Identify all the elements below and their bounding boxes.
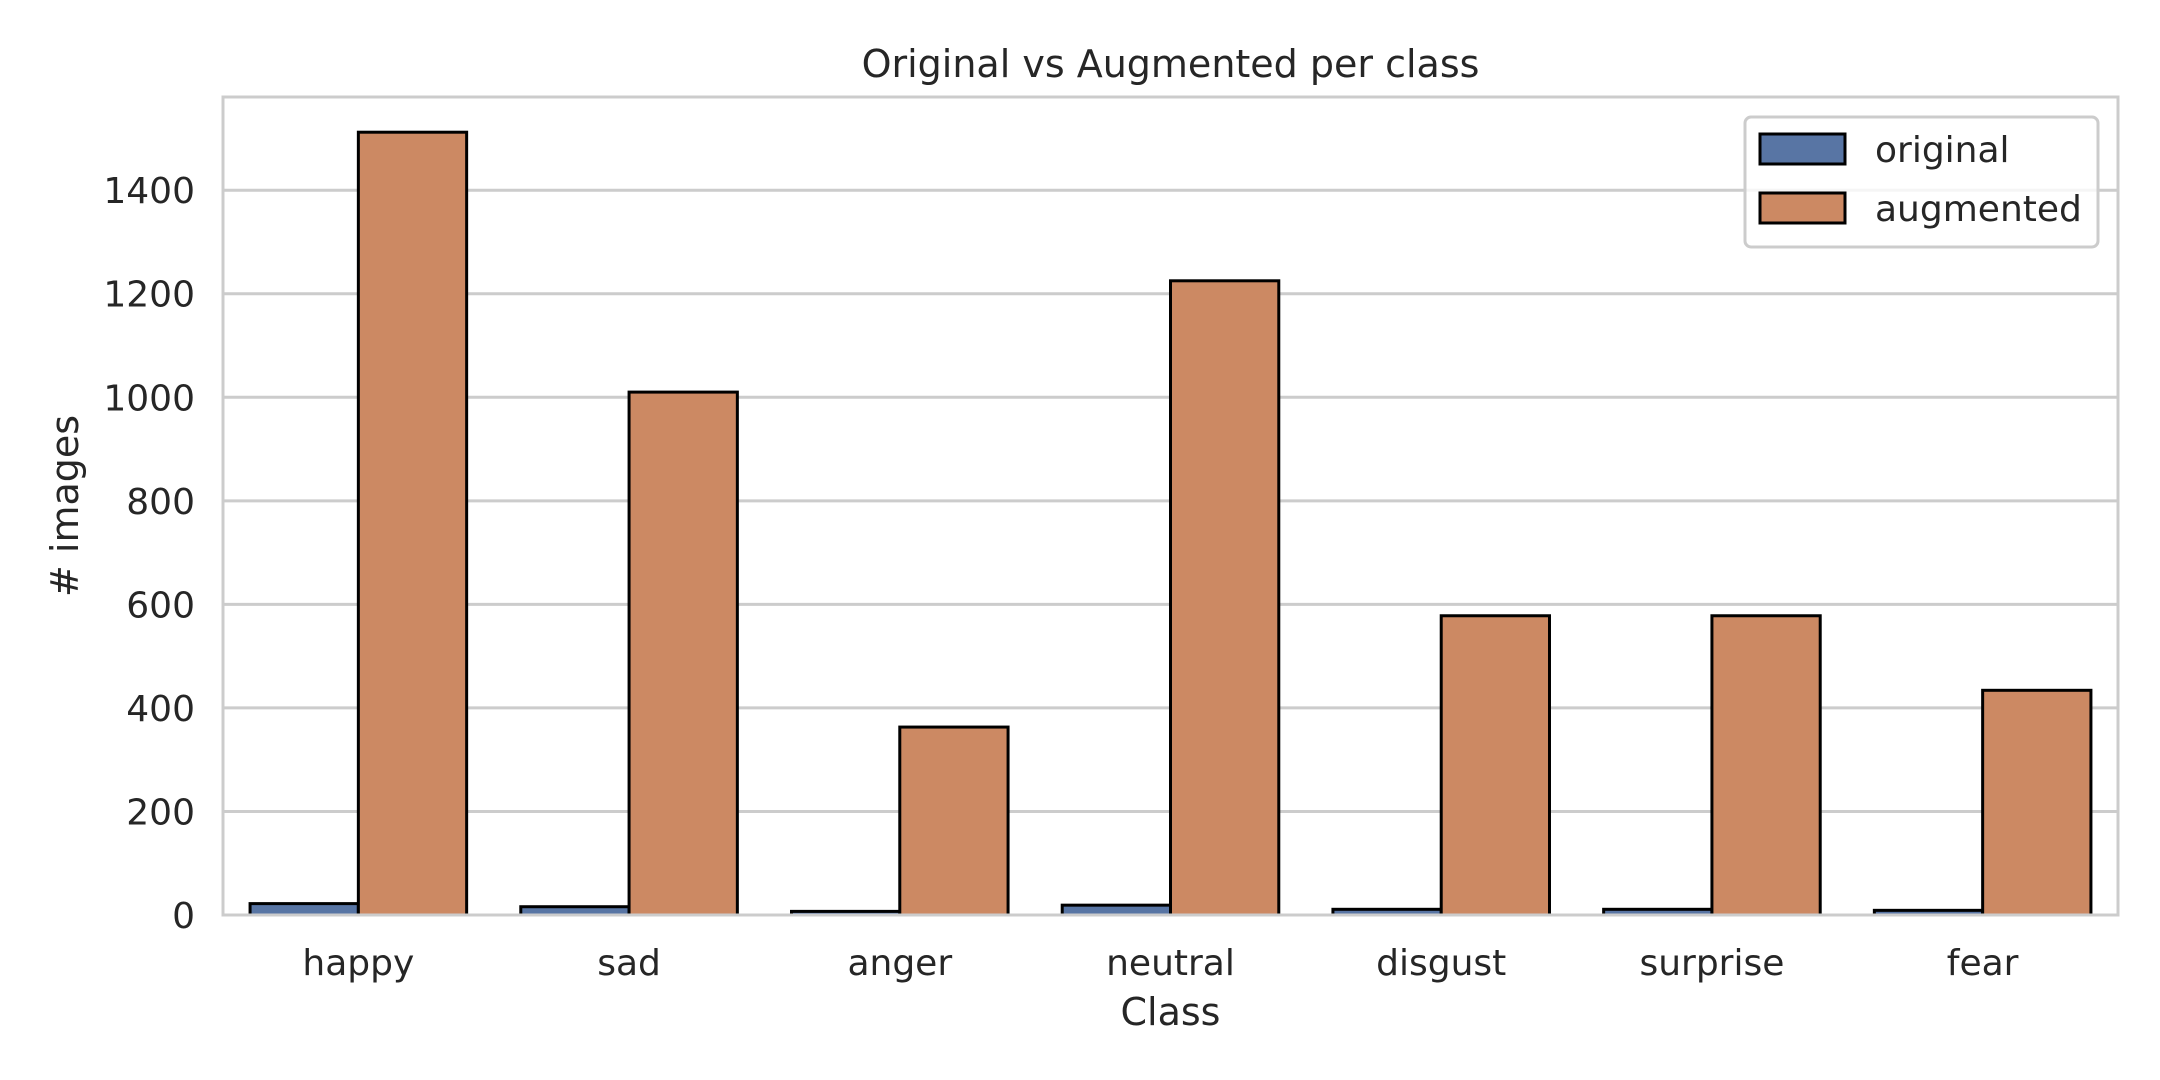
legend-swatch-augmented (1758, 191, 1847, 225)
x-tick-label: sad (597, 943, 661, 984)
legend-label-original: original (1875, 130, 2010, 171)
y-tick-label: 1400 (103, 171, 195, 212)
y-tick-label: 1200 (103, 275, 195, 316)
legend: original augmented (1743, 115, 2100, 249)
x-tick-label: surprise (1639, 943, 1784, 984)
y-tick-label: 1000 (103, 378, 195, 419)
bars (248, 130, 2093, 917)
legend-swatch-original (1758, 132, 1847, 166)
bar-augmented-sad (627, 390, 739, 917)
x-tick-label: happy (302, 943, 414, 984)
chart-title: Original vs Augmented per class (862, 42, 1480, 86)
x-tick-label: neutral (1106, 943, 1235, 984)
x-tick-label: anger (847, 943, 952, 984)
legend-label-augmented: augmented (1875, 189, 2082, 230)
bar-augmented-neutral (1169, 279, 1281, 917)
plot-frame (221, 95, 2120, 917)
bar-augmented-happy (356, 130, 469, 917)
x-tick-labels: happy sad anger neutral disgust surprise fear (302, 943, 2018, 984)
y-tick-label: 200 (126, 792, 195, 833)
y-tick-label: 400 (126, 689, 195, 730)
bar-augmented-surprise (1710, 614, 1822, 917)
y-tick-label: 0 (172, 896, 195, 937)
x-tick-label: fear (1947, 943, 2019, 984)
bar-augmented-fear (1981, 688, 2093, 917)
bar-augmented-disgust (1439, 614, 1551, 917)
y-tick-label: 800 (126, 482, 195, 523)
y-axis-label: # images (43, 415, 87, 597)
x-tick-label: disgust (1376, 943, 1506, 984)
y-tick-labels: 0 200 400 600 800 1000 1200 1400 (103, 171, 195, 937)
x-axis-label: Class (1121, 990, 1221, 1034)
bar-augmented-anger (898, 725, 1010, 917)
bar-original-happy (248, 902, 360, 917)
y-tick-label: 600 (126, 585, 195, 626)
